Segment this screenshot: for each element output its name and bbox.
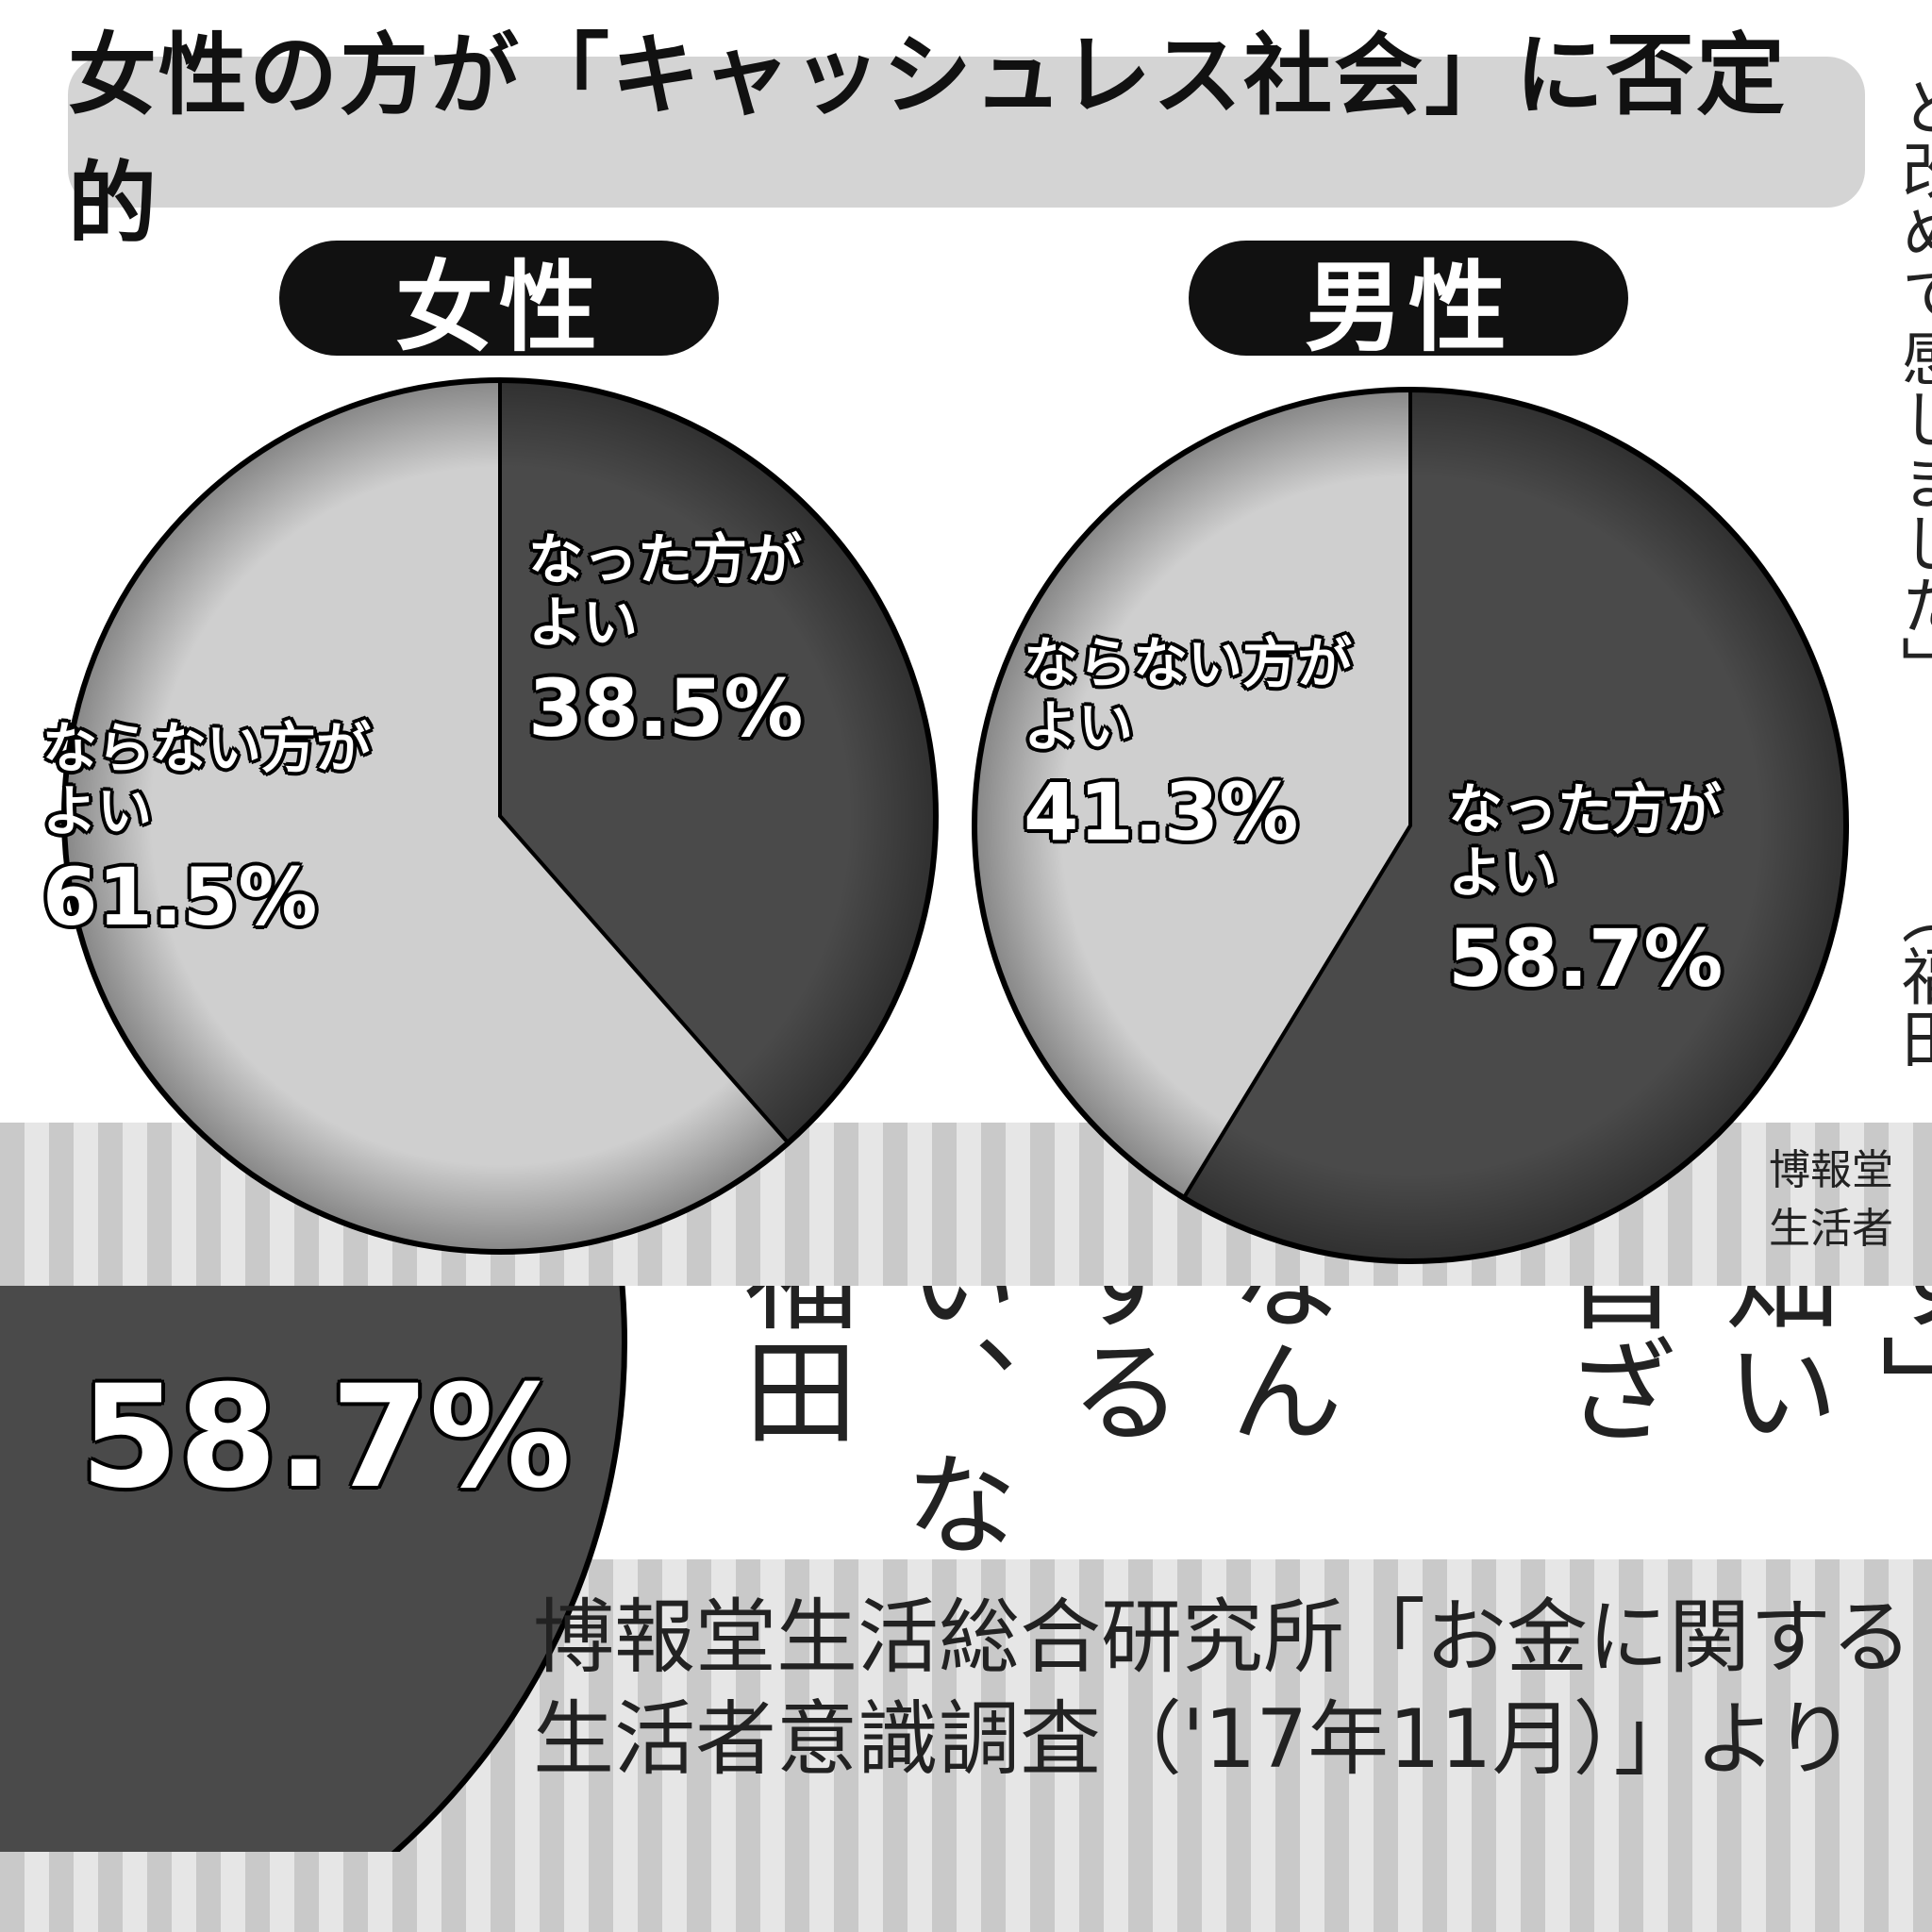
source-crop-line2: 生活者 [1769, 1204, 1893, 1253]
female-yes-label: なった方が よい 38.5% [528, 528, 803, 755]
female-no-line2: よい [42, 778, 153, 843]
zoom-pie-fragment [0, 1286, 627, 1852]
zoom-percent-text: 58.7% [80, 1356, 572, 1520]
male-yes-label: なった方が よい 58.7% [1448, 778, 1723, 1005]
zoom-col-7: す」 [1861, 1286, 1932, 1446]
source-line1: 博報堂生活総合研究所「お金に関する [533, 1591, 1912, 1685]
male-yes-line2: よい [1448, 840, 1558, 905]
male-no-label: ならない方が よい 41.3% [1024, 632, 1352, 858]
zoom-percent: 58.7% [80, 1347, 571, 1520]
zoom-col-1: 福田 [724, 1286, 856, 1446]
male-no-line2: よい [1024, 693, 1134, 758]
male-no-percent: 41.3% [1024, 766, 1299, 859]
female-no-line1: ならない方が [42, 716, 372, 780]
zoom-col-2: い、な [885, 1286, 1016, 1559]
female-no-label: ならない方が よい 61.5% [42, 717, 371, 943]
bottom-zoom-panel: 58.7% 福田 い、な する なん 首ざ 畑い す」 博報堂生活総合研究所「お… [0, 1286, 1932, 1932]
source-crop-line1: 博報堂 [1769, 1146, 1893, 1194]
source-line2: 生活者意識調査（'17年11月）」より [533, 1691, 1856, 1787]
zoom-pie-slice [0, 1286, 627, 1852]
article-name-right: （福田 [1891, 882, 1932, 1069]
female-yes-line1: なった方が [528, 527, 803, 591]
pie-female [61, 377, 939, 1255]
pie-female-outline [61, 377, 939, 1255]
article-column-right: と改めて感じました」 [1891, 75, 1932, 698]
male-yes-percent: 58.7% [1448, 912, 1724, 1006]
label-female: 女性 [279, 241, 719, 365]
female-no-percent: 61.5% [42, 851, 318, 944]
zoom-col-5: 首ざ [1545, 1286, 1676, 1446]
male-no-line1: ならない方が [1024, 631, 1353, 695]
pie-female-shading [64, 380, 936, 1252]
source-crop: 博報堂 生活者 [1769, 1141, 1932, 1257]
zoom-col-3: する [1050, 1286, 1181, 1446]
female-yes-percent: 38.5% [528, 662, 804, 756]
male-yes-line1: なった方が [1448, 777, 1723, 841]
label-male: 男性 [1189, 241, 1628, 365]
pie-male-outline [972, 387, 1849, 1264]
pie-charts [61, 377, 1849, 1264]
top-panel: 女性の方が「キャッシュレス社会」に否定的 女性 男性 なった方が よい 38.5… [0, 25, 1932, 1286]
zoom-col-6: 畑い [1706, 1286, 1837, 1446]
female-yes-line2: よい [528, 590, 639, 655]
pie-male [972, 387, 1849, 1264]
source-text: 博報堂生活総合研究所「お金に関する 生活者意識調査（'17年11月）」より [533, 1588, 1912, 1790]
pie-male-shading [974, 390, 1846, 1261]
zoom-col-4: なん [1210, 1286, 1341, 1446]
